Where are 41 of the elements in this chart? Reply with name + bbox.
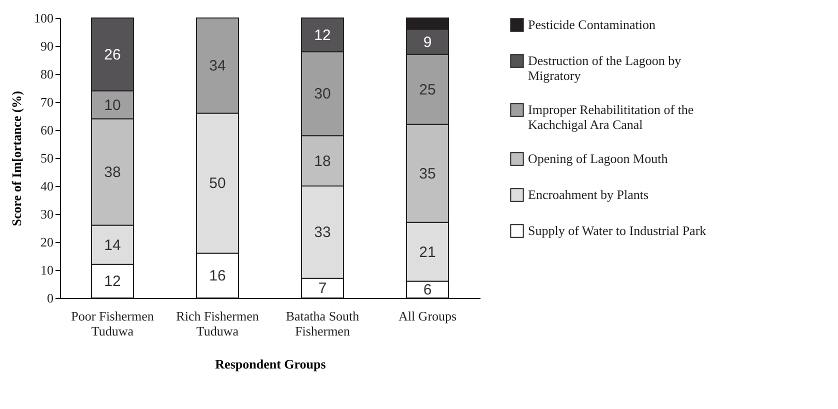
y-tick-label: 20 <box>40 234 54 250</box>
legend-label: Opening of Lagoon Mouth <box>528 151 668 166</box>
x-tick-label: Poor Fishermen Tuduwa <box>71 308 154 338</box>
y-tick-label: 100 <box>34 10 54 26</box>
legend-label: Pesticide Contamination <box>528 17 656 32</box>
y-axis-title: Score of Im[ortance (%) <box>9 90 24 226</box>
data-label: 16 <box>209 268 226 285</box>
data-label: 14 <box>104 236 121 254</box>
data-label: 12 <box>314 26 331 44</box>
data-label: 21 <box>419 244 436 261</box>
x-axis-title: Respondent Groups <box>215 356 326 372</box>
y-tick-label: 60 <box>40 122 54 138</box>
legend-label: Destruction of the Lagoon by Migratory <box>528 53 682 83</box>
data-label: 25 <box>419 81 436 98</box>
y-tick-label: 0 <box>47 290 54 306</box>
y-tick-label: 30 <box>40 206 54 222</box>
data-label: 9 <box>423 34 432 51</box>
x-tick-label: Batatha South Fishermen <box>286 308 360 338</box>
x-tick-label: All Groups <box>398 308 457 324</box>
data-label: 6 <box>423 282 432 299</box>
y-tick-label: 90 <box>40 38 54 54</box>
legend-label: Encroahment by Plants <box>528 187 649 202</box>
legend-label: Supply of Water to Industrial Park <box>528 223 707 238</box>
data-label: 12 <box>104 273 121 290</box>
data-label: 35 <box>419 165 436 182</box>
data-label: 34 <box>209 58 226 75</box>
x-tick-label: Rich Fishermen Tuduwa <box>176 308 260 338</box>
data-label: 33 <box>314 224 331 242</box>
data-label: 26 <box>104 46 121 64</box>
y-tick-label: 40 <box>40 178 54 194</box>
y-tick-label: 70 <box>40 94 54 110</box>
data-label: 38 <box>104 164 121 181</box>
y-tick-label: 80 <box>40 66 54 82</box>
y-tick-label: 50 <box>40 150 54 166</box>
data-label: 18 <box>314 152 331 170</box>
data-label: 7 <box>318 280 327 298</box>
y-tick-label: 10 <box>40 262 54 278</box>
legend-label: Improper Rehabilititation of the Kachchigal Ara Canal <box>528 102 694 132</box>
data-label: 10 <box>104 96 121 114</box>
data-label: 50 <box>209 175 226 192</box>
data-label: 30 <box>314 86 331 103</box>
